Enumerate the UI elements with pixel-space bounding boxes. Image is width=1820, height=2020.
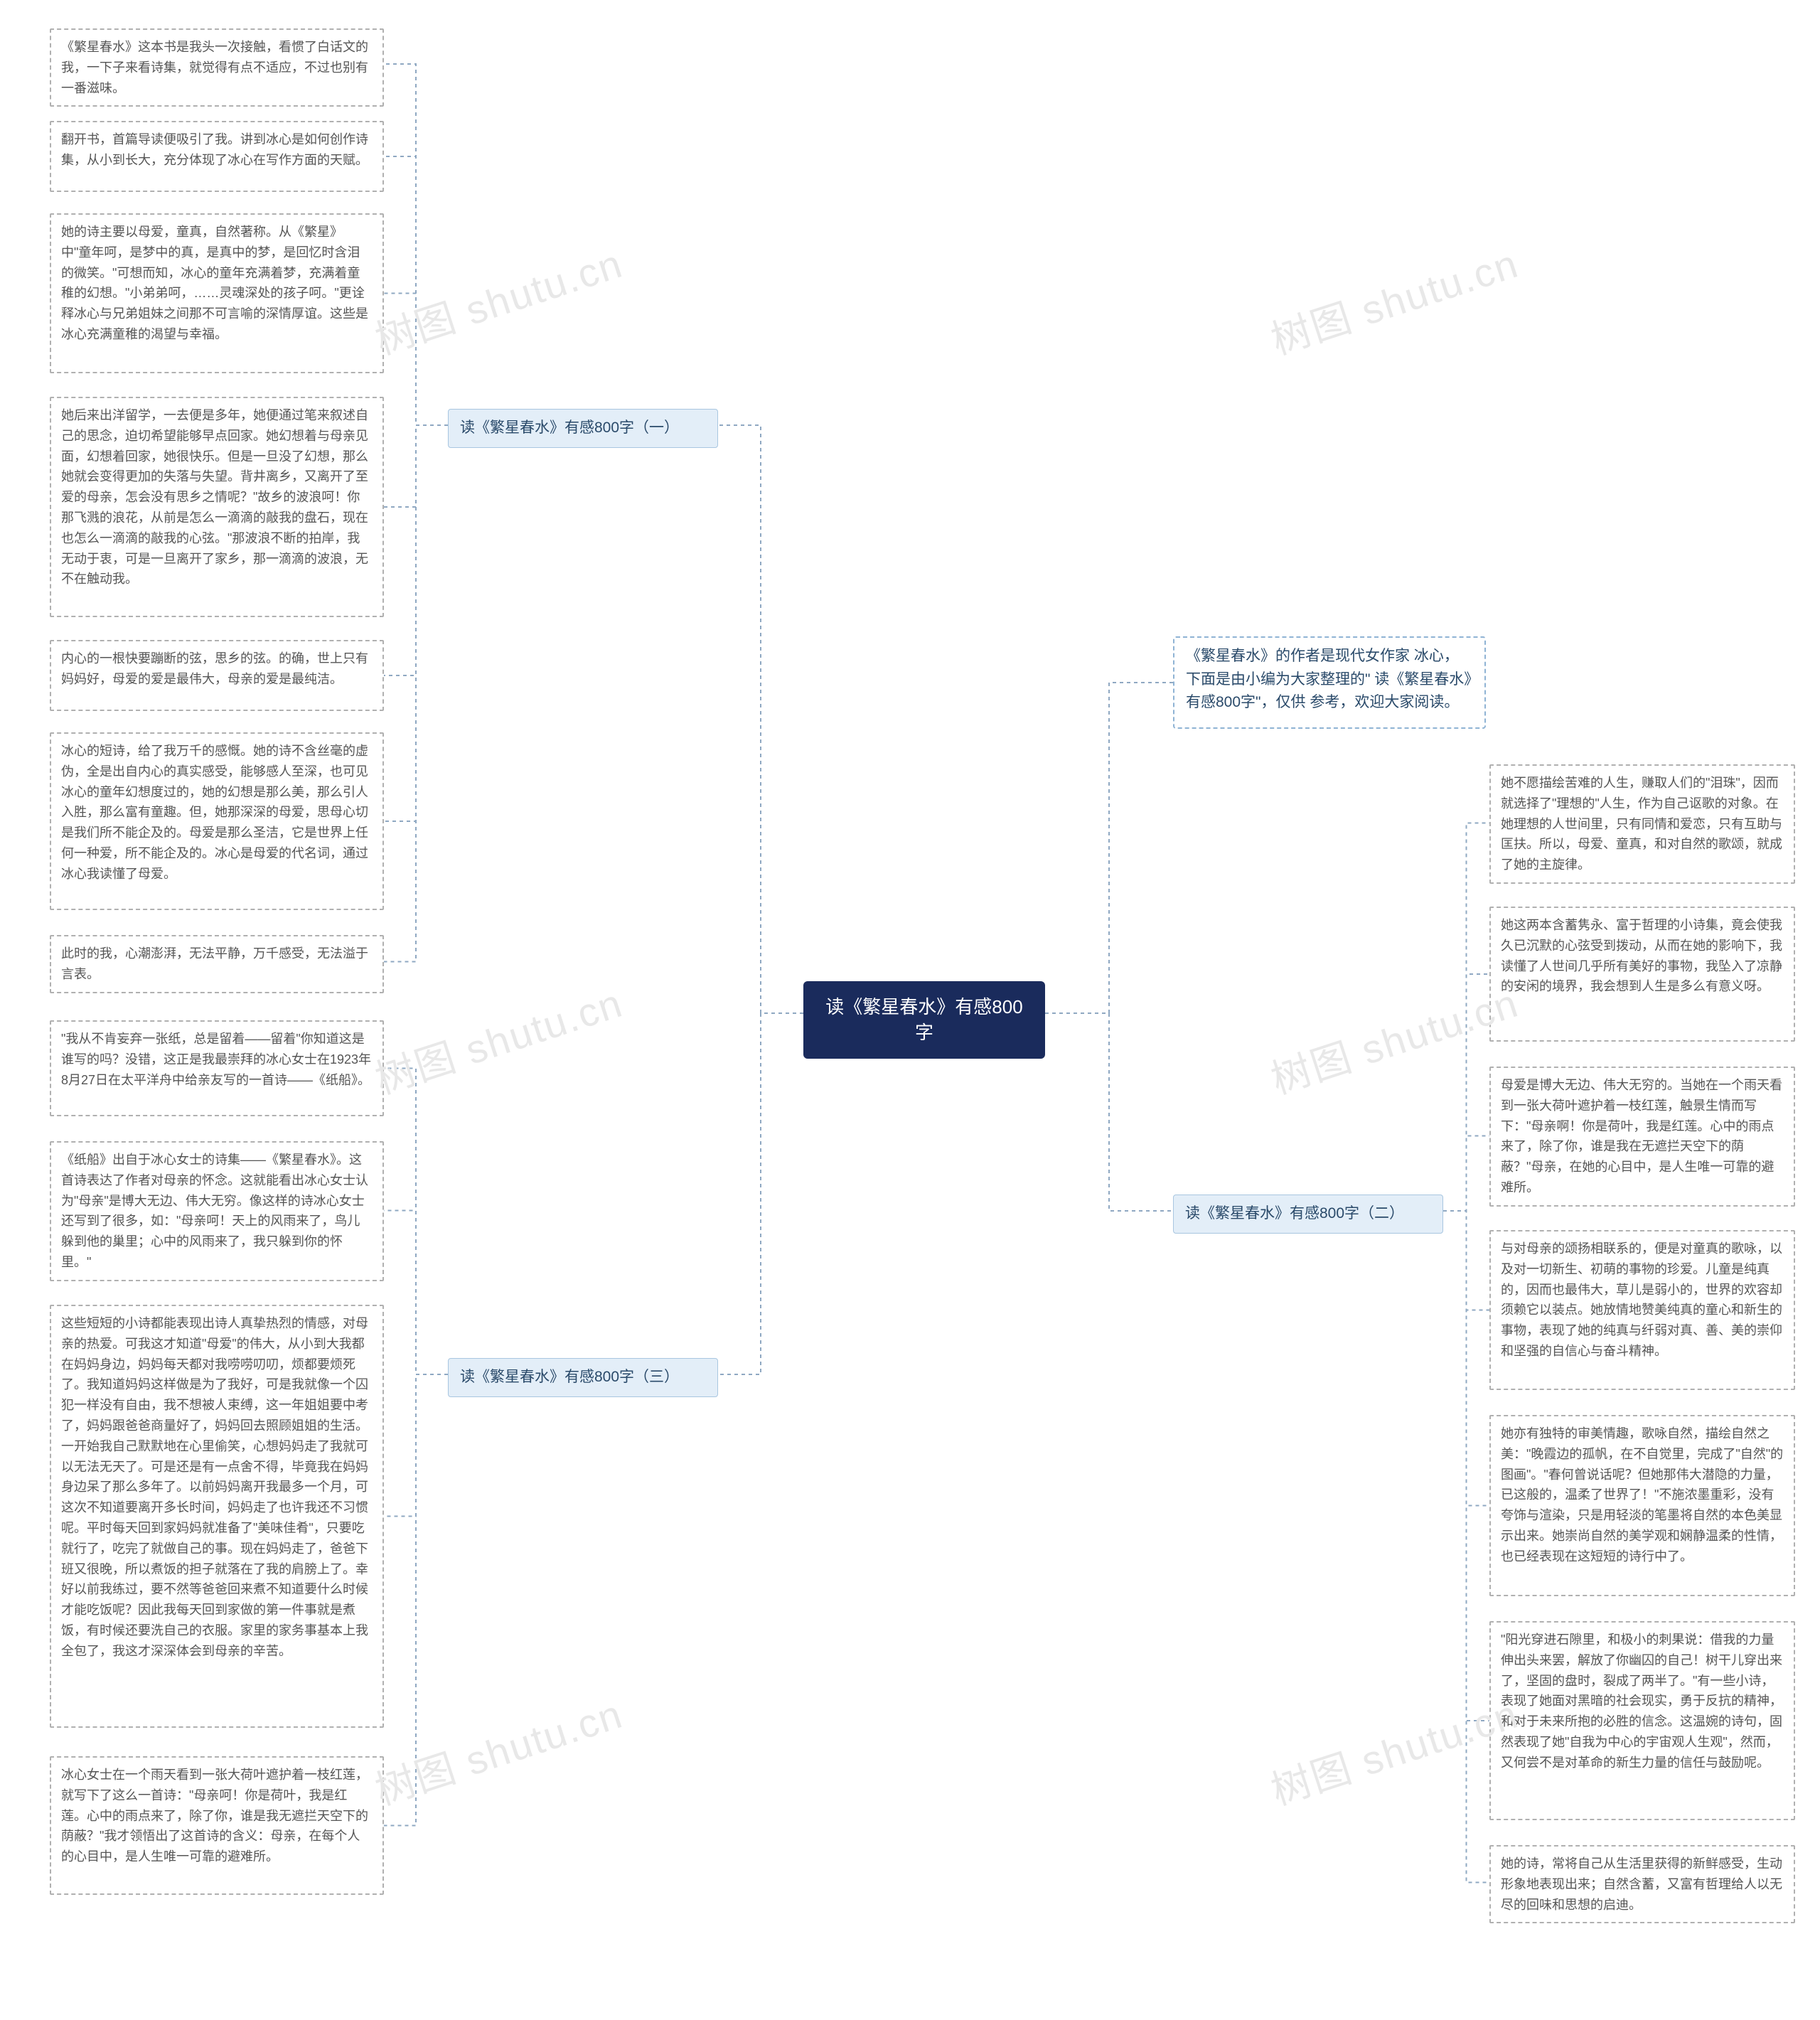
leaf-node[interactable]: 她的诗，常将自己从生活里获得的新鲜感受，生动形象地表现出来；自然含蓄，又富有哲理… [1489, 1845, 1795, 1923]
branch-2[interactable]: 读《繁星春水》有感800字（二） [1173, 1195, 1443, 1234]
leaf-node[interactable]: 她不愿描绘苦难的人生，赚取人们的"泪珠"，因而就选择了"理想的"人生，作为自己讴… [1489, 764, 1795, 884]
leaf-node[interactable]: 她的诗主要以母爱，童真，自然著称。从《繁星》中"童年呵，是梦中的真，是真中的梦，… [50, 213, 384, 373]
watermark-text: 树图 shutu.cn [1263, 971, 1525, 1106]
leaf-node[interactable]: 这些短短的小诗都能表现出诗人真挚热烈的情感，对母亲的热爱。可我这才知道"母爱"的… [50, 1305, 384, 1728]
leaf-node[interactable]: 内心的一根快要蹦断的弦，思乡的弦。的确，世上只有妈妈好，母爱的爱是最伟大，母亲的… [50, 640, 384, 711]
leaf-node[interactable]: 冰心的短诗，给了我万千的感慨。她的诗不含丝毫的虚伪，全是出自内心的真实感受，能够… [50, 732, 384, 910]
watermark-text: 树图 shutu.cn [367, 971, 629, 1106]
leaf-node[interactable]: 翻开书，首篇导读便吸引了我。讲到冰心是如何创作诗集，从小到长大，充分体现了冰心在… [50, 121, 384, 192]
root-node[interactable]: 读《繁星春水》有感800 字 [803, 981, 1045, 1059]
mindmap-canvas: 读《繁星春水》有感800 字 《繁星春水》的作者是现代女作家 冰心，下面是由小编… [0, 0, 1820, 2020]
leaf-node[interactable]: 她这两本含蓄隽永、富于哲理的小诗集，竟会使我久已沉默的心弦受到拨动，从而在她的影… [1489, 907, 1795, 1042]
watermark-text: 树图 shutu.cn [1263, 232, 1525, 366]
watermark-text: 树图 shutu.cn [1263, 1682, 1525, 1817]
leaf-node[interactable]: 冰心女士在一个雨天看到一张大荷叶遮护着一枝红莲，就写下了这么一首诗："母亲呵！你… [50, 1756, 384, 1895]
leaf-node[interactable]: 她后来出洋留学，一去便是多年，她便通过笔来叙述自己的思念，迫切希望能够早点回家。… [50, 397, 384, 617]
leaf-node[interactable]: "我从不肯妄弃一张纸，总是留着——留着"你知道这是谁写的吗？没错，这正是我最崇拜… [50, 1020, 384, 1116]
watermark-text: 树图 shutu.cn [367, 1682, 629, 1817]
branch-1[interactable]: 读《繁星春水》有感800字（一） [448, 409, 718, 448]
leaf-node[interactable]: 《繁星春水》这本书是我头一次接触，看惯了白话文的我，一下子来看诗集，就觉得有点不… [50, 28, 384, 107]
watermark-text: 树图 shutu.cn [367, 232, 629, 366]
leaf-node[interactable]: 母爱是博大无边、伟大无穷的。当她在一个雨天看到一张大荷叶遮护着一枝红莲，触景生情… [1489, 1067, 1795, 1207]
leaf-node[interactable]: "阳光穿进石隙里，和极小的刺果说：借我的力量伸出头来罢，解放了你幽囚的自己！树干… [1489, 1621, 1795, 1820]
leaf-node[interactable]: 她亦有独特的审美情趣，歌咏自然，描绘自然之美："晚霞边的孤帆，在不自觉里，完成了… [1489, 1415, 1795, 1596]
leaf-node[interactable]: 与对母亲的颂扬相联系的，便是对童真的歌咏，以及对一切新生、初萌的事物的珍爱。儿童… [1489, 1230, 1795, 1390]
intro-node[interactable]: 《繁星春水》的作者是现代女作家 冰心，下面是由小编为大家整理的" 读《繁星春水》… [1173, 636, 1486, 729]
leaf-node[interactable]: 《纸船》出自于冰心女士的诗集——《繁星春水》。这首诗表达了作者对母亲的怀念。这就… [50, 1141, 384, 1281]
branch-3[interactable]: 读《繁星春水》有感800字（三） [448, 1358, 718, 1397]
leaf-node[interactable]: 此时的我，心潮澎湃，无法平静，万千感受，无法溢于言表。 [50, 935, 384, 993]
